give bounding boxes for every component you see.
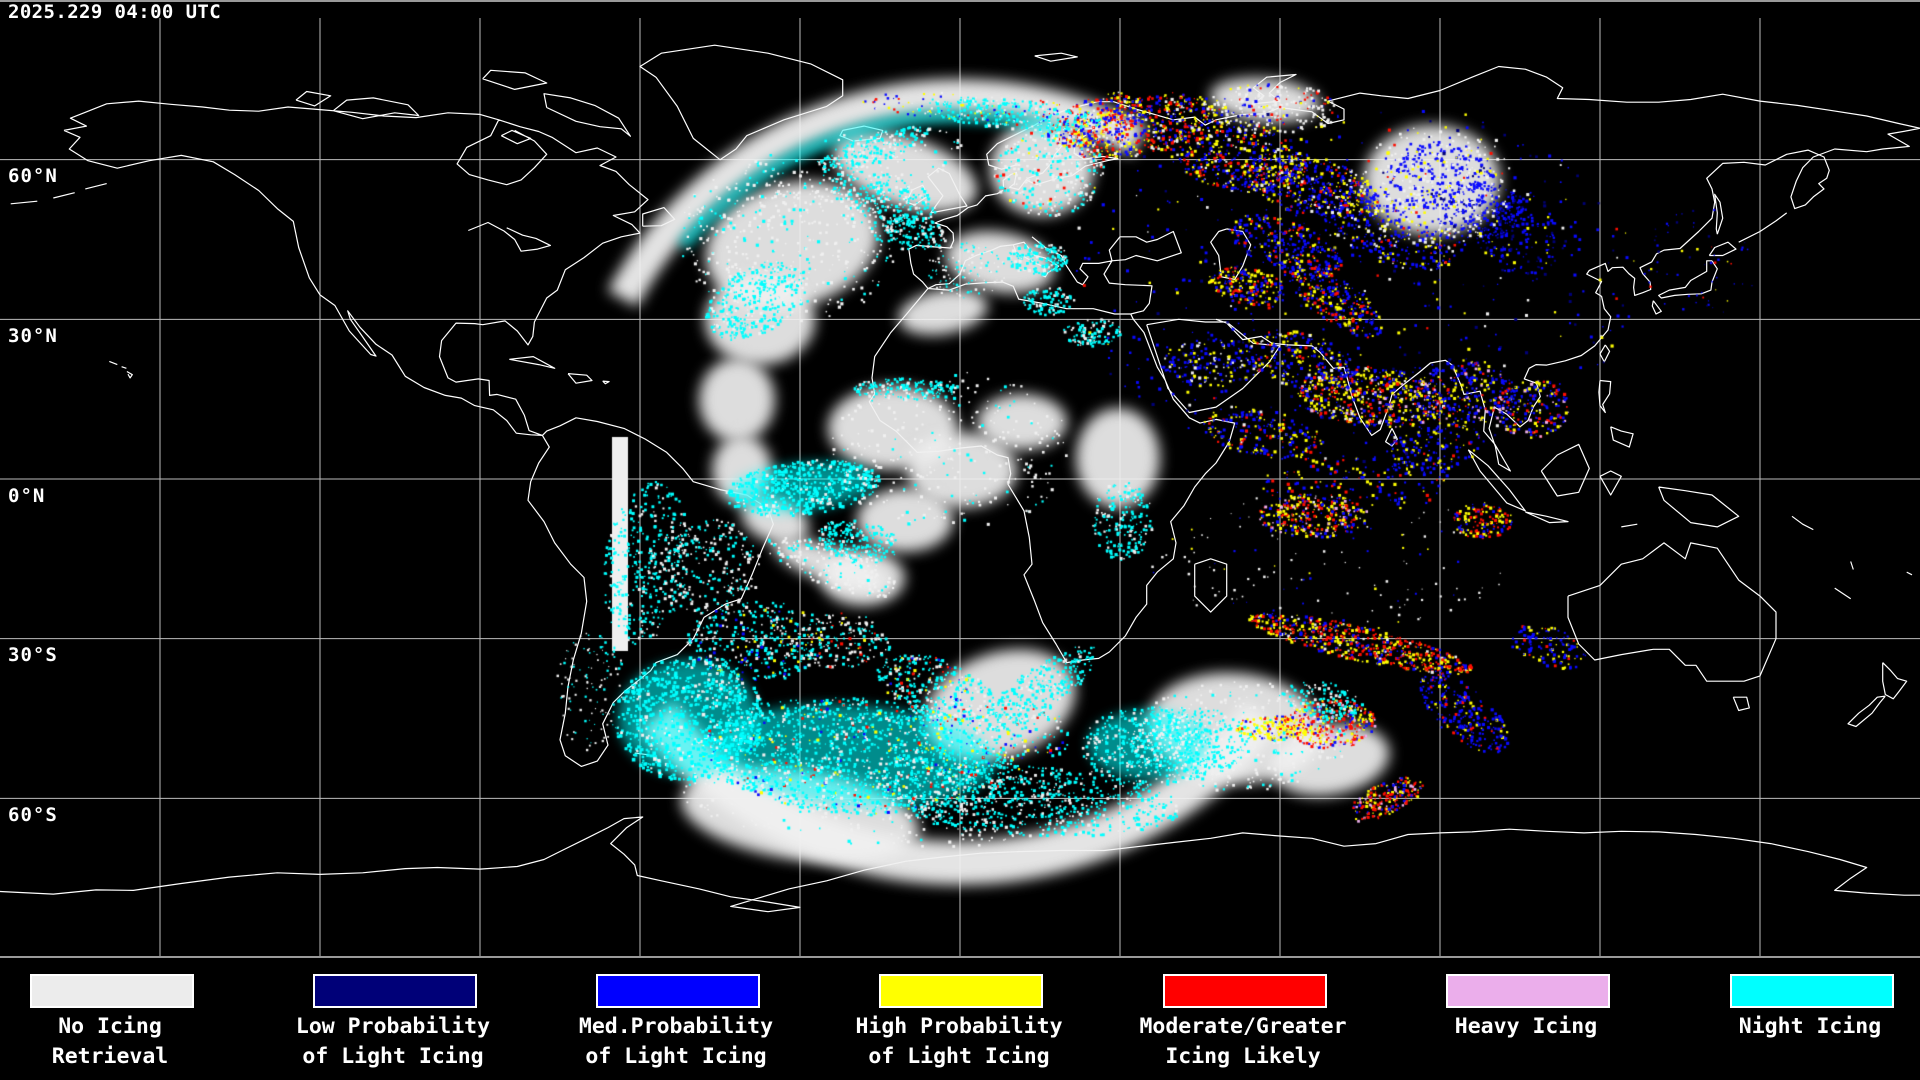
legend-label-med-probability-line1: Med.Probability [578,1014,774,1039]
legend: No Icing Retrieval Low Probability of Ligh… [0,960,1920,1080]
legend-label-low-probability-line1: Low Probability [295,1014,491,1039]
legend-swatch-high-probability [879,974,1043,1008]
latitude-label-30s: 30°S [8,644,58,666]
icing-data-layer [0,0,1920,958]
legend-swatch-no-icing [30,974,194,1008]
legend-label-no-icing-line2: Retrieval [51,1044,169,1069]
legend-label-low-probability-line2: of Light Icing [302,1044,484,1069]
latitude-label-60s: 60°S [8,804,58,826]
legend-label-moderate-greater-line2: Icing Likely [1165,1044,1321,1069]
legend-swatch-med-probability [596,974,760,1008]
legend-label-med-probability-line2: of Light Icing [585,1044,767,1069]
legend-swatch-heavy-icing [1446,974,1610,1008]
latitude-label-30n: 30°N [8,325,58,347]
timestamp-label: 2025.229 04:00 UTC [8,1,222,23]
legend-label-no-icing-line1: No Icing [58,1014,162,1039]
latitude-label-60n: 60°N [8,165,58,187]
legend-swatch-moderate-greater [1163,974,1327,1008]
legend-swatch-low-probability [313,974,477,1008]
icing-map-panel: 2025.229 04:00 UTC 60°N 30°N 0°N 30°S 60… [0,0,1920,960]
legend-label-night-icing-line1: Night Icing [1738,1014,1882,1039]
legend-label-high-probability-line2: of Light Icing [868,1044,1050,1069]
legend-label-heavy-icing-line1: Heavy Icing [1454,1014,1598,1039]
legend-swatch-night-icing [1730,974,1894,1008]
legend-label-high-probability-line1: High Probability [855,1014,1063,1039]
latitude-label-0n: 0°N [8,485,46,507]
legend-label-moderate-greater-line1: Moderate/Greater [1139,1014,1347,1039]
